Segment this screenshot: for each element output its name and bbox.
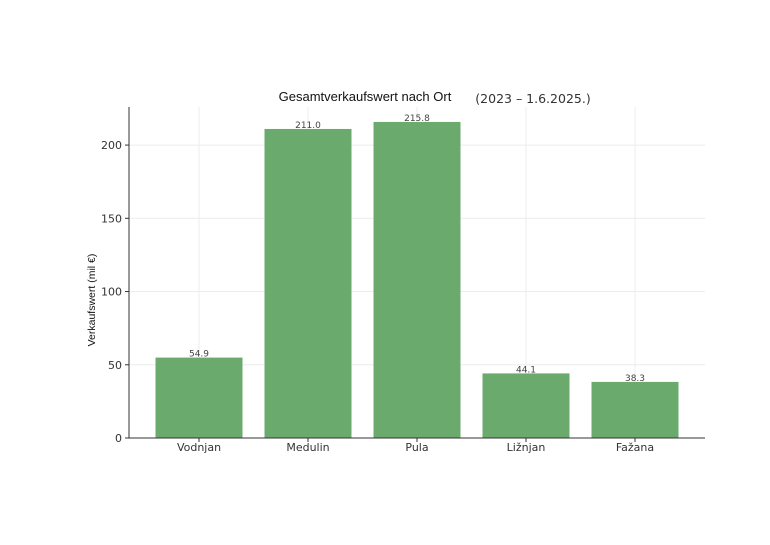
chart-subtitle: (2023 – 1.6.2025.) <box>475 91 590 106</box>
data-label: 211.0 <box>295 121 321 131</box>
bars-group <box>155 121 679 438</box>
data-label: 44.1 <box>516 365 536 375</box>
tick-labels-group: 0 50 100 150 200 Vodnjan Medulin Pula Ližnjan Faž… <box>101 139 654 454</box>
data-label: 215.8 <box>404 114 430 124</box>
x-tick-label: Vodnjan <box>177 441 221 454</box>
data-label: 38.3 <box>625 374 645 384</box>
y-tick-label: 50 <box>108 359 122 372</box>
y-axis-title: Verkaufswert (mil €) <box>86 254 98 347</box>
bar <box>482 373 570 438</box>
bar <box>373 121 461 438</box>
bar <box>155 357 243 438</box>
x-tick-label: Fažana <box>616 441 654 454</box>
y-tick-label: 200 <box>101 139 122 152</box>
data-label: 54.9 <box>189 350 209 360</box>
x-tick-label: Medulin <box>286 441 329 454</box>
y-tick-label: 100 <box>101 286 122 299</box>
y-tick-label: 150 <box>101 212 122 225</box>
x-tick-label: Pula <box>405 441 428 454</box>
data-labels-group: 54.9 211.0 215.8 44.1 38.3 <box>189 114 645 384</box>
bar <box>264 128 352 438</box>
x-tick-label: Ližnjan <box>507 441 546 454</box>
bar <box>591 381 679 438</box>
chart-title: Gesamtverkaufswert nach Ort <box>279 89 452 104</box>
y-tick-label: 0 <box>115 432 122 445</box>
